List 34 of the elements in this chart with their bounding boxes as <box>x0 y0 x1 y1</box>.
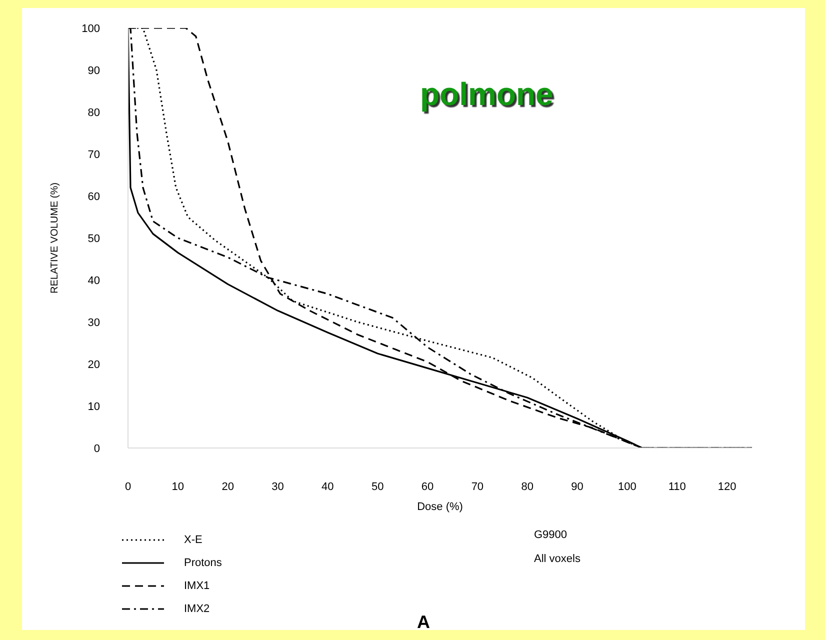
legend-label: IMX1 <box>184 580 210 592</box>
y-tick-label: 10 <box>88 400 100 413</box>
y-axis-title: RELATIVE VOLUME (%) <box>50 182 61 294</box>
text: A <box>417 612 430 633</box>
y-tick-label: 70 <box>88 148 100 161</box>
x-tick-label: 40 <box>322 480 334 493</box>
text: polmone <box>420 76 554 113</box>
y-tick-label: 30 <box>88 316 100 329</box>
x-tick-label: 60 <box>421 480 434 493</box>
x-tick-label: 0 <box>124 480 132 493</box>
x-tick-label: 10 <box>172 480 184 493</box>
x-tick-label: 90 <box>571 480 584 493</box>
legend-label: Protons <box>184 556 222 568</box>
y-tick-label: 80 <box>88 106 100 119</box>
y-tick-label: 90 <box>88 64 100 77</box>
x-axis-title: Dose (%) <box>417 501 463 513</box>
legend-label: X-E <box>184 534 202 546</box>
x-tick-label: 70 <box>471 480 484 493</box>
y-tick-label: 60 <box>88 190 100 203</box>
x-tick-label: 30 <box>272 480 284 493</box>
x-tick-label: 50 <box>371 480 384 493</box>
legend-label: IMX2 <box>184 602 210 614</box>
x-tick-label: 80 <box>521 480 534 493</box>
text: G9900 <box>534 529 568 541</box>
y-tick-label: 100 <box>82 22 100 35</box>
x-tick-label: 120 <box>718 480 736 493</box>
x-tick-label: 110 <box>668 480 686 493</box>
x-tick-label: 20 <box>222 480 234 493</box>
y-tick-label: 0 <box>94 442 100 455</box>
y-tick-label: 40 <box>88 274 100 287</box>
x-tick-label: 100 <box>618 480 636 493</box>
y-tick-label: 20 <box>88 358 100 371</box>
text: All voxels <box>534 553 580 565</box>
y-tick-label: 50 <box>88 232 100 245</box>
